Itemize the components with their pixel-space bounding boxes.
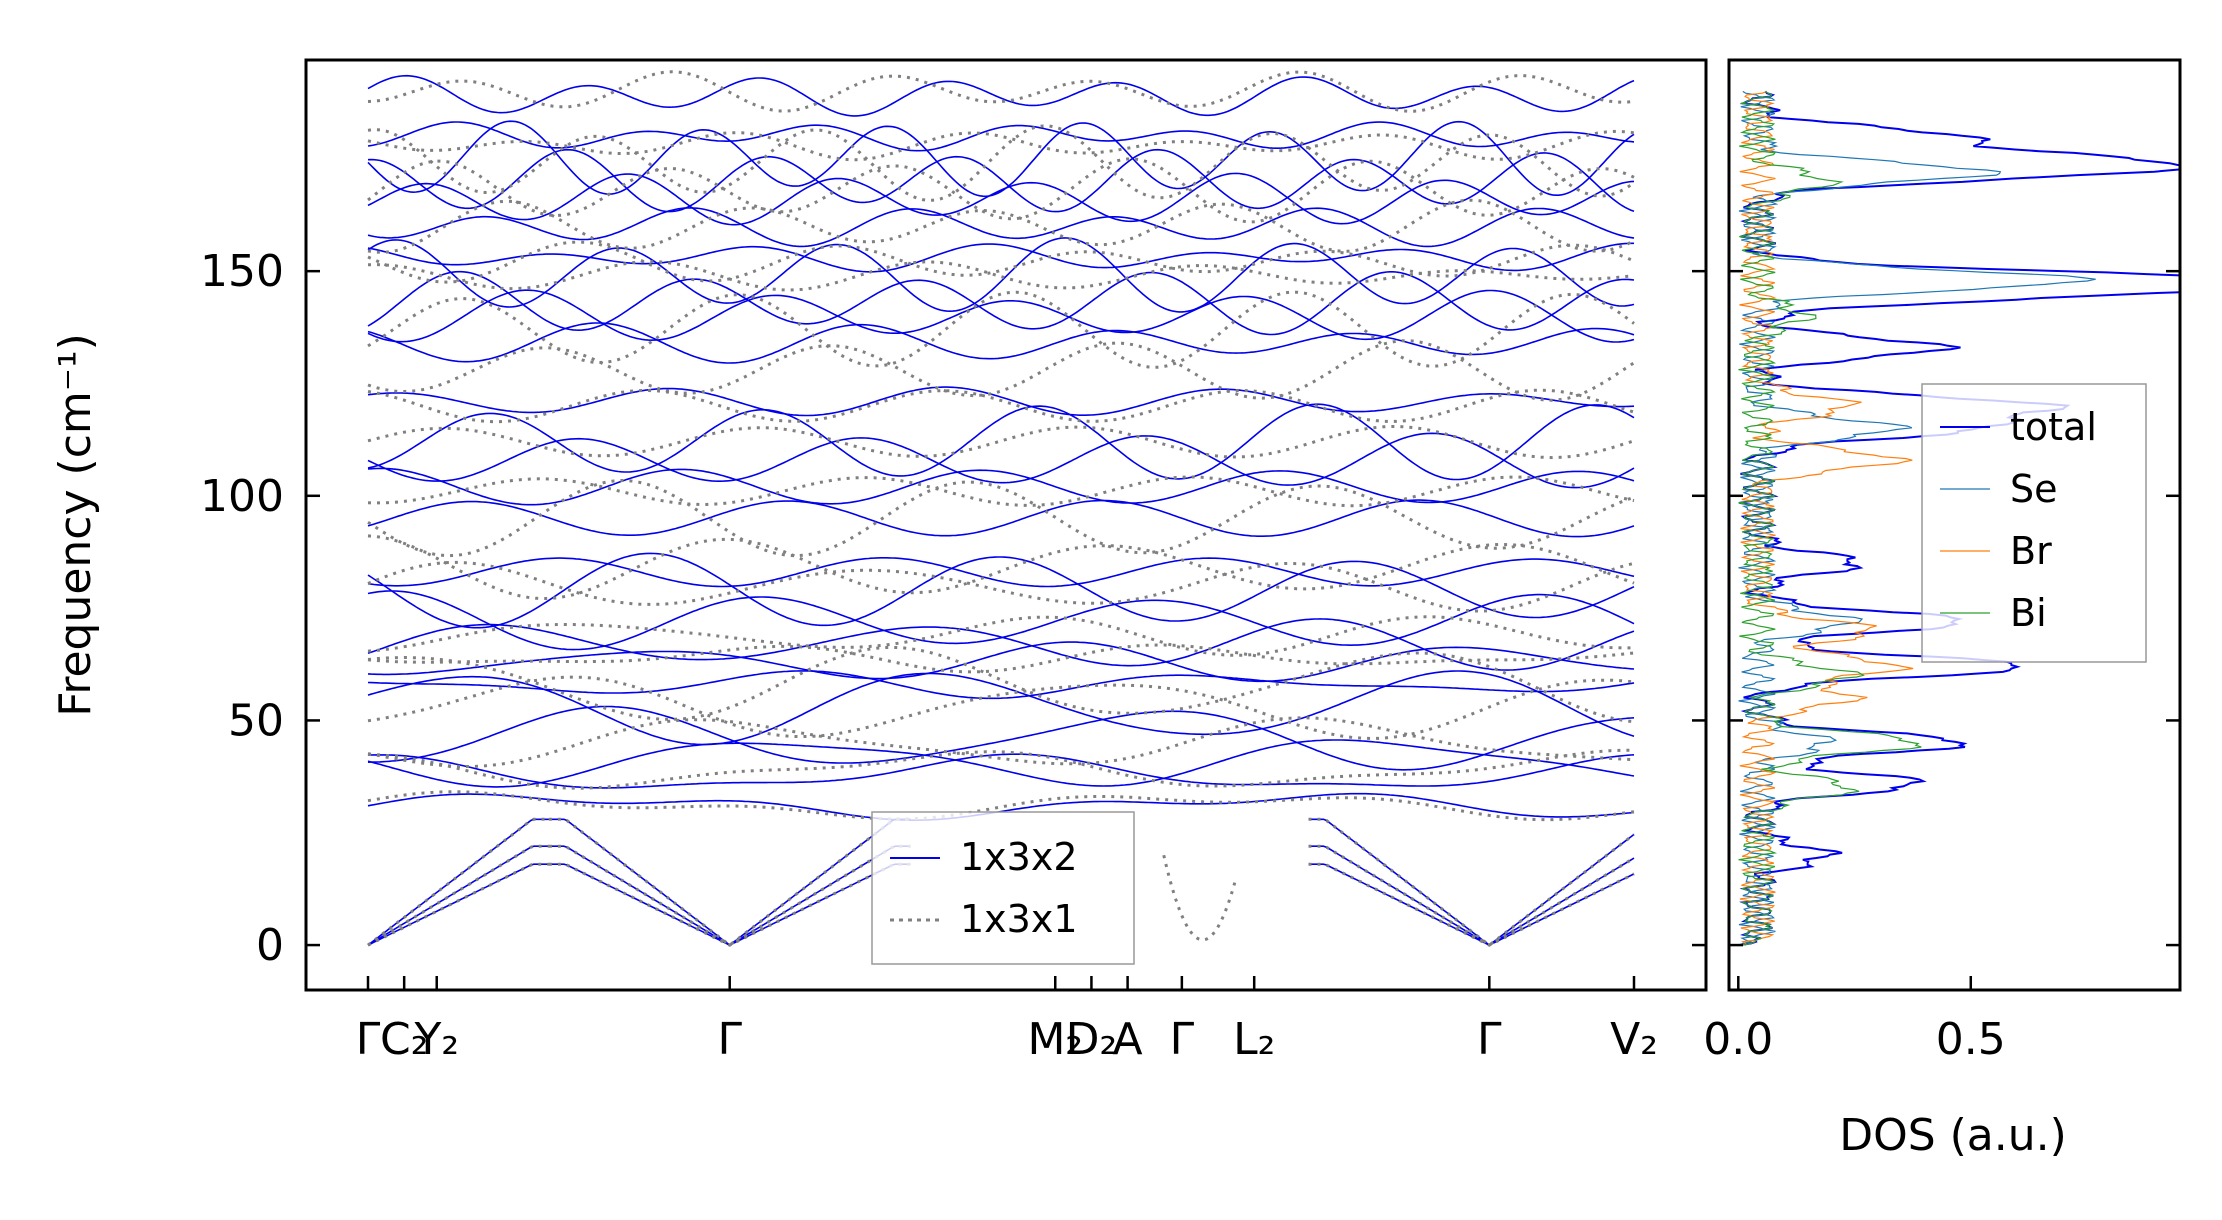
band-1x3x2-24 xyxy=(367,120,1635,198)
band-1x3x1-10 xyxy=(367,475,1635,508)
band-1x3x1-21 xyxy=(367,70,1635,113)
ktick-label: C₂ xyxy=(380,1014,428,1065)
ktick-label: D₂ xyxy=(1066,1014,1118,1065)
band-1x3x2-14 xyxy=(367,403,1635,481)
band-1x3x2-5 xyxy=(367,670,1635,700)
band-1x3x2-4 xyxy=(367,670,1635,746)
band-1x3x1-16 xyxy=(367,240,1635,284)
band-1x3x2-16 xyxy=(367,322,1635,364)
band-1x3x2-26 xyxy=(367,74,1635,117)
band-1x3x1-19 xyxy=(367,124,1635,202)
ktick-label: A xyxy=(1113,1014,1143,1065)
acoustic-branch xyxy=(1308,863,1635,946)
band-1x3x2-15 xyxy=(367,386,1635,417)
legend-label-total: total xyxy=(2010,405,2097,449)
acoustic-branch xyxy=(367,845,549,946)
band-1x3x2-22 xyxy=(367,172,1635,226)
frequency-axis-label: Frequency (cm⁻¹) xyxy=(50,333,101,717)
acoustic-branch xyxy=(1308,862,1635,947)
band-1x3x1-20 xyxy=(367,129,1635,162)
acoustic-branch xyxy=(548,845,911,947)
band-1x3x2-3 xyxy=(367,705,1635,771)
band-1x3x2-18 xyxy=(367,270,1635,336)
band-plot-frame xyxy=(304,58,1708,992)
band-1x3x1-9 xyxy=(367,479,1635,558)
dos-legend-box xyxy=(1921,383,2147,663)
band-1x3x1-12 xyxy=(367,388,1635,424)
legend-label-br: Br xyxy=(2010,529,2052,573)
band-1x3x2-23 xyxy=(367,148,1635,213)
ktick-label: Y₂ xyxy=(413,1014,459,1065)
band-1x3x1-15 xyxy=(368,260,1635,292)
band-legend: 1x3x2 1x3x1 xyxy=(871,811,1135,965)
band-1x3x2-17 xyxy=(367,289,1635,343)
band-legend-box xyxy=(871,811,1135,965)
band-1x3x1-4 xyxy=(367,645,1635,724)
ytick-label: 100 xyxy=(200,471,284,522)
dos-series-bi xyxy=(1738,90,1922,946)
legend-label-1x3x1: 1x3x1 xyxy=(960,897,1078,941)
band-1x3x2-13 xyxy=(367,432,1635,489)
dos-xtick-label: 0.0 xyxy=(1703,1014,1773,1065)
band-1x3x2-10 xyxy=(367,557,1635,588)
ktick-label: V₂ xyxy=(1610,1014,1658,1065)
band-1x3x1-6 xyxy=(367,615,1634,657)
band-1x3x2-21 xyxy=(367,207,1635,248)
band-1x3x2-19 xyxy=(367,237,1635,313)
band-1x3x1-7 xyxy=(367,560,1635,613)
ytick-label: 150 xyxy=(200,246,284,297)
band-series-1x3x2 xyxy=(367,74,1635,947)
band-1x3x2-1 xyxy=(367,753,1635,789)
dos-legend: total Se Br Bi xyxy=(1921,383,2147,663)
dos-plot-frame xyxy=(1727,58,2182,992)
dos-lines xyxy=(1738,90,2180,947)
band-1x3x2-11 xyxy=(367,499,1635,538)
acoustic-branch xyxy=(548,844,911,947)
acoustic-branch xyxy=(367,862,549,947)
band-lines xyxy=(367,70,1635,947)
frequency-axis-ticks: 0 50 100 150 xyxy=(200,246,1706,971)
legend-label-1x3x2: 1x3x2 xyxy=(960,835,1078,879)
band-1x3x1-1 xyxy=(367,748,1635,790)
acoustic-branch xyxy=(548,862,911,947)
acoustic-branch xyxy=(1308,818,1635,947)
ktick-label: Γ xyxy=(717,1014,742,1065)
band-1x3x2-25 xyxy=(367,121,1635,152)
dos-panel: 0.0 0.5 DOS (a.u.) total Se Br Bi xyxy=(1703,58,2182,1161)
band-1x3x1-14 xyxy=(367,290,1635,369)
band-1x3x2-8 xyxy=(367,590,1635,651)
band-1x3x2-2 xyxy=(367,739,1635,788)
ktick-label: M₂ xyxy=(1027,1014,1083,1065)
band-1x3x2-12 xyxy=(367,467,1635,506)
acoustic-branch xyxy=(367,818,549,946)
dos-xtick-label: 0.5 xyxy=(1936,1014,2006,1065)
ktick-label: L₂ xyxy=(1233,1014,1275,1065)
band-1x3x2-20 xyxy=(367,242,1634,273)
dos-axis-label: DOS (a.u.) xyxy=(1839,1110,2067,1161)
dos-axis-ticks: 0.0 0.5 xyxy=(1703,269,2180,1065)
negative-dip xyxy=(1162,854,1238,942)
ytick-label: 0 xyxy=(256,920,284,971)
acoustic-branch xyxy=(1308,845,1635,947)
ktick-label: Γ xyxy=(1477,1014,1502,1065)
band-1x3x1-3 xyxy=(367,675,1635,741)
legend-label-se: Se xyxy=(2010,467,2058,511)
ytick-label: 50 xyxy=(228,695,284,746)
acoustic-branch xyxy=(367,844,549,947)
ktick-label: Γ xyxy=(356,1014,381,1065)
dos-series-br xyxy=(1739,90,1914,946)
acoustic-branch xyxy=(367,817,549,947)
acoustic-branch xyxy=(1308,817,1635,947)
band-1x3x1-18 xyxy=(367,157,1635,224)
legend-label-bi: Bi xyxy=(2010,591,2047,635)
ktick-label: Γ xyxy=(1170,1014,1195,1065)
band-1x3x1-2 xyxy=(367,716,1635,768)
acoustic-branch xyxy=(548,863,911,946)
band-series-1x3x1 xyxy=(367,70,1635,947)
